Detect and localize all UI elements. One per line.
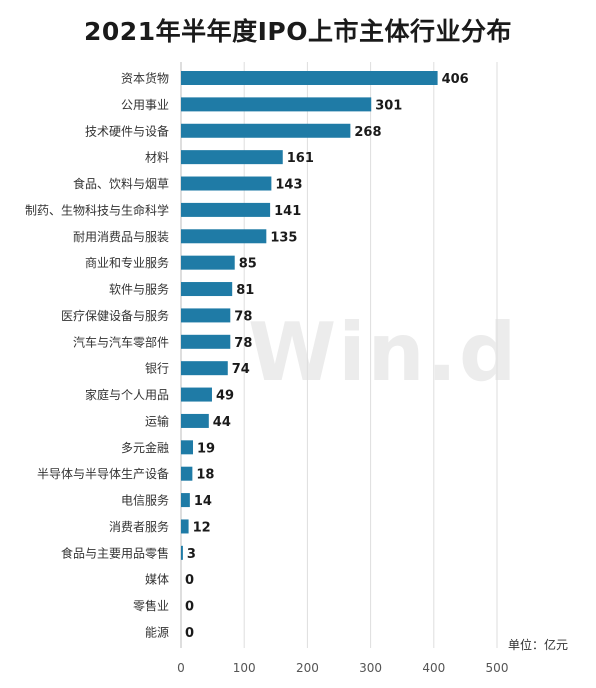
bar (181, 282, 233, 297)
value-label: 0 (185, 573, 194, 588)
bar (181, 493, 190, 508)
category-label: 食品、饮料与烟草 (73, 176, 169, 191)
category-label: 材料 (145, 151, 169, 165)
bar (181, 229, 267, 244)
category-label: 制药、生物科技与生命科学 (25, 202, 169, 217)
chart-title: 2021年半年度IPO上市主体行业分布 (84, 17, 512, 46)
category-label: 公用事业 (121, 98, 169, 112)
value-label: 135 (270, 230, 297, 245)
value-label: 3 (187, 547, 196, 562)
category-label: 食品与主要用品零售 (61, 545, 169, 560)
bar (181, 466, 193, 481)
bar (181, 413, 209, 428)
category-label: 资本货物 (121, 71, 169, 86)
category-label: 商业和专业服务 (85, 255, 169, 270)
bar (181, 97, 372, 112)
value-label: 161 (287, 151, 314, 166)
category-label: 消费者服务 (109, 519, 169, 534)
category-label: 媒体 (145, 573, 169, 587)
value-label: 141 (274, 204, 301, 219)
value-label: 12 (193, 520, 211, 535)
value-label: 49 (216, 389, 234, 404)
bar (181, 255, 235, 270)
category-label: 电信服务 (121, 493, 169, 508)
x-tick-label: 300 (359, 661, 382, 675)
bar (181, 150, 283, 165)
bar (181, 202, 271, 217)
category-label: 汽车与汽车零部件 (73, 334, 169, 349)
value-label: 74 (232, 362, 250, 377)
value-label: 268 (354, 125, 381, 140)
x-tick-label: 100 (233, 661, 256, 675)
bar (181, 440, 194, 455)
category-label: 能源 (145, 625, 169, 639)
x-tick-label: 500 (486, 661, 509, 675)
category-label: 运输 (145, 413, 169, 428)
bar (181, 545, 183, 560)
value-label: 0 (185, 600, 194, 615)
value-label: 301 (375, 98, 402, 113)
x-tick-label: 200 (296, 661, 319, 675)
category-label: 零售业 (133, 598, 169, 613)
x-tick-label: 400 (422, 661, 445, 675)
value-label: 44 (213, 415, 231, 430)
category-label: 多元金融 (121, 440, 169, 455)
bar (181, 123, 351, 138)
x-tick-label: 0 (177, 661, 185, 675)
value-label: 85 (239, 257, 257, 272)
value-label: 18 (196, 468, 214, 483)
value-label: 78 (234, 309, 252, 324)
bar (181, 519, 189, 534)
bar (181, 361, 228, 376)
category-label: 医疗保健设备与服务 (61, 308, 169, 323)
bar (181, 308, 231, 323)
category-label: 家庭与个人用品 (85, 387, 169, 402)
value-label: 0 (185, 626, 194, 641)
bar (181, 387, 212, 402)
value-label: 14 (194, 494, 212, 509)
value-label: 19 (197, 441, 215, 456)
value-label: 406 (442, 72, 469, 87)
value-label: 81 (236, 283, 254, 298)
value-label: 143 (275, 178, 302, 193)
bar (181, 334, 231, 349)
watermark: Win.d (248, 306, 519, 399)
category-label: 半导体与半导体生产设备 (37, 467, 169, 481)
category-label: 耐用消费品与服装 (73, 230, 169, 244)
category-label: 软件与服务 (109, 282, 169, 297)
category-label: 技术硬件与设备 (85, 124, 169, 138)
bar (181, 71, 438, 85)
category-label: 银行 (145, 362, 169, 376)
bar (181, 176, 272, 191)
unit-label: 单位：亿元 (508, 638, 569, 652)
value-label: 78 (234, 336, 252, 351)
